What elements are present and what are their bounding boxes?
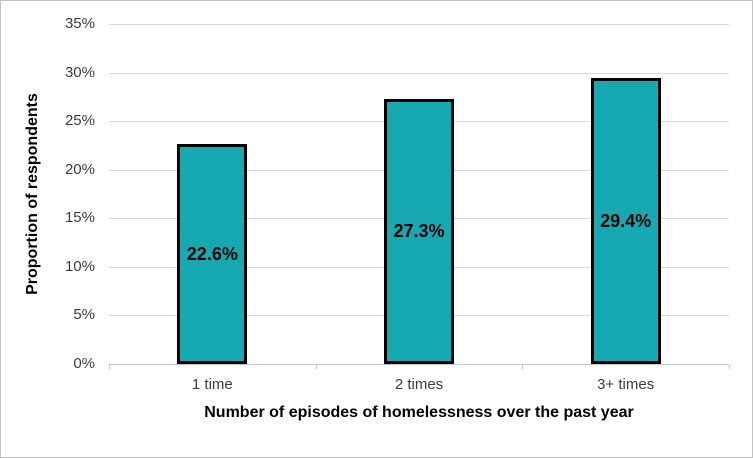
x-axis-line (109, 364, 729, 365)
y-tick-label-10%: 10% (64, 257, 95, 275)
y-tick-label-30%: 30% (64, 63, 95, 81)
bar-data-label: 22.6% (186, 243, 238, 264)
x-axis-tick (315, 365, 317, 369)
gridline-35% (109, 24, 729, 25)
x-axis-tick (729, 365, 730, 369)
x-category-label-3+ times: 3+ times (597, 376, 655, 393)
y-tick-label-35%: 35% (64, 15, 95, 32)
plot-area: 22.6% 27.3% 29.4% (109, 24, 729, 365)
bar-1 time: 22.6% (177, 144, 248, 364)
bar-data-label: 29.4% (600, 210, 652, 231)
y-tick-label-20%: 20% (64, 160, 95, 178)
bar-3+ times: 29.4% (590, 78, 661, 364)
x-axis-tick (522, 365, 524, 369)
y-tick-label-25%: 25% (64, 112, 95, 130)
bar-2 times: 27.3% (384, 98, 454, 364)
x-axis-tick (109, 365, 110, 369)
y-tick-label-5%: 5% (73, 306, 95, 324)
gridline-30% (109, 72, 729, 74)
x-category-label-2 times: 2 times (394, 376, 444, 393)
x-axis-title: Number of episodes of homelessness over … (204, 404, 634, 421)
y-tick-label-15%: 15% (64, 209, 95, 227)
y-tick-label-0%: 0% (73, 355, 95, 372)
bar-data-label: 27.3% (393, 220, 445, 241)
x-category-label-1 time: 1 time (191, 376, 233, 393)
